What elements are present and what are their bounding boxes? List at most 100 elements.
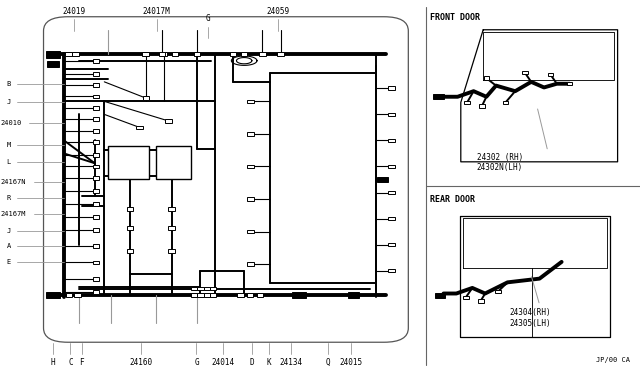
Bar [484,77,490,80]
Bar [93,83,99,87]
Bar [168,207,175,211]
Bar [237,293,244,297]
Text: R: R [6,195,11,201]
Text: 24017M: 24017M [143,7,171,16]
Bar [388,217,395,220]
Bar [161,52,167,56]
Bar [278,52,284,56]
Text: J: J [6,99,11,105]
Bar [247,230,253,234]
Bar [247,197,253,201]
Bar [194,52,200,56]
Text: H: H [51,358,56,367]
Bar [191,287,197,291]
Bar [247,100,253,103]
Bar [247,132,253,136]
Bar [143,96,149,100]
Bar [241,52,248,56]
Bar [46,292,60,298]
Bar [127,249,133,253]
Text: JP/00 CA: JP/00 CA [596,357,630,363]
Bar [522,71,527,74]
Bar [479,105,485,108]
Text: 24010: 24010 [1,120,22,126]
Bar [548,73,553,76]
Bar [165,119,172,123]
Bar [168,249,175,253]
Text: REAR DOOR: REAR DOOR [430,195,475,204]
Bar [93,153,99,157]
Bar [210,287,216,291]
Text: 24167N: 24167N [1,179,26,185]
Bar [433,94,444,99]
Text: 24302 (RH)
24302N(LH): 24302 (RH) 24302N(LH) [477,153,523,172]
Bar [465,101,470,104]
Bar [168,227,175,230]
Bar [348,292,360,298]
Text: D: D [249,358,254,367]
Bar [93,94,99,98]
Text: 24134: 24134 [280,358,303,367]
Text: E: E [6,259,11,265]
Bar [127,227,133,230]
Text: 24019: 24019 [62,7,85,16]
Text: 24015: 24015 [339,358,362,367]
Bar [93,290,99,294]
Bar [247,293,253,297]
Text: K: K [266,358,271,367]
Bar [93,176,99,180]
Bar [388,165,395,168]
Bar [204,287,210,291]
Bar [247,262,253,266]
Bar [93,189,99,193]
Bar [247,165,253,168]
Bar [66,293,72,297]
Bar [93,202,99,206]
Bar [93,140,99,144]
Bar [93,118,99,121]
Bar [292,292,306,298]
Bar [93,244,99,248]
Bar [259,52,266,56]
Bar [388,190,395,194]
Bar [93,72,99,76]
Bar [257,293,263,297]
FancyBboxPatch shape [44,17,408,342]
Bar [435,293,445,298]
Bar [74,293,81,297]
Bar [478,299,484,303]
Bar [93,59,99,62]
Bar [210,293,216,297]
Bar [463,295,468,299]
Text: C: C [68,358,73,367]
Bar [136,126,143,129]
Text: G: G [194,358,199,367]
Bar [388,269,395,272]
Bar [388,139,395,142]
Text: FRONT DOOR: FRONT DOOR [430,13,480,22]
Text: 24304(RH)
24305(LH): 24304(RH) 24305(LH) [509,308,550,328]
Bar [93,215,99,219]
Bar [377,177,388,182]
Bar [230,52,236,56]
Text: F: F [79,358,84,367]
Text: 24059: 24059 [267,7,290,16]
Bar [93,129,99,132]
Bar [93,261,99,264]
Bar [197,293,204,297]
Bar [46,51,60,58]
Text: 24160: 24160 [129,358,152,367]
Text: A: A [6,243,11,248]
Text: G: G [205,14,211,23]
Bar [159,52,165,56]
Bar [204,293,210,297]
Bar [191,293,197,297]
Bar [47,61,59,67]
Text: 24014: 24014 [211,358,234,367]
Bar [388,113,395,116]
Text: J: J [6,228,11,234]
Bar [388,243,395,247]
Text: 24167M: 24167M [1,211,26,217]
Text: M: M [6,142,11,148]
Bar [93,165,99,168]
